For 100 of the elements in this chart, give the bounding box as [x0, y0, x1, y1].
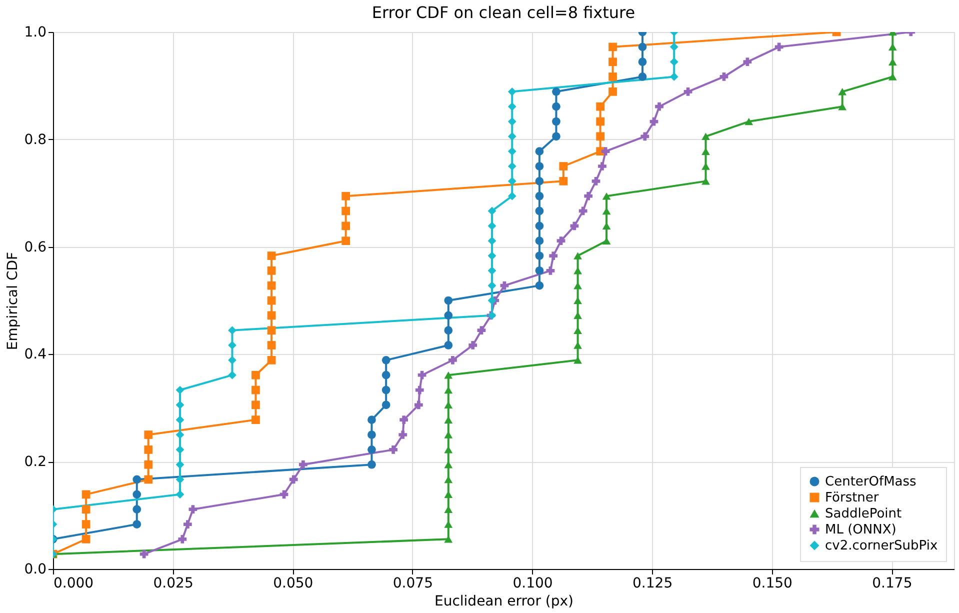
point: [670, 72, 678, 81]
point: [267, 341, 276, 350]
point: [552, 117, 560, 126]
point: [414, 400, 423, 410]
point: [508, 192, 516, 200]
point: [774, 42, 784, 52]
point: [508, 176, 516, 186]
point: [228, 341, 236, 350]
point: [82, 534, 90, 544]
y-tick-label: 0.2: [24, 454, 46, 470]
point: [178, 534, 187, 544]
point: [132, 505, 142, 514]
legend-label: SaddlePoint: [825, 506, 902, 522]
point: [140, 550, 148, 558]
point: [574, 267, 582, 274]
point: [488, 281, 496, 290]
point: [132, 520, 142, 528]
point: [488, 296, 496, 305]
point: [535, 266, 544, 275]
point: [670, 58, 678, 66]
point: [670, 42, 678, 52]
y-tick-label: 0.6: [24, 239, 47, 256]
point: [444, 296, 453, 305]
point: [477, 326, 486, 335]
legend-label: CenterOfMass: [825, 474, 917, 490]
y-tick-label: 0.8: [24, 132, 46, 148]
point: [252, 386, 260, 394]
point: [252, 370, 260, 380]
point: [382, 386, 390, 394]
point: [556, 236, 566, 246]
point: [228, 356, 236, 364]
point: [488, 206, 496, 216]
x-tick-label: 0.050: [273, 576, 314, 592]
point: [267, 252, 276, 260]
point: [508, 132, 516, 141]
point: [418, 370, 426, 380]
x-tick-label: 0.125: [632, 576, 673, 592]
point: [570, 222, 579, 230]
point: [415, 386, 424, 394]
point: [144, 445, 153, 454]
point: [743, 58, 752, 66]
point: [608, 87, 617, 96]
point: [535, 252, 544, 260]
y-tick-label: 0.4: [24, 346, 47, 363]
point: [382, 370, 390, 380]
point: [444, 520, 453, 528]
point: [267, 266, 276, 275]
point: [267, 296, 276, 305]
point: [252, 416, 260, 424]
point: [546, 266, 555, 275]
point: [559, 162, 568, 170]
point: [144, 460, 153, 469]
point: [176, 386, 184, 394]
point: [444, 311, 453, 320]
point: [584, 192, 593, 200]
point: [552, 102, 560, 111]
chart-title: Error CDF on clean cell=8 fixture: [372, 3, 636, 22]
point: [82, 505, 90, 514]
point: [608, 72, 617, 81]
point: [535, 192, 544, 200]
point: [559, 176, 568, 186]
point: [342, 222, 350, 230]
point: [702, 178, 710, 185]
legend-label: Förstner: [825, 490, 880, 506]
point: [444, 536, 453, 543]
point: [183, 520, 192, 528]
point: [267, 311, 276, 320]
point: [535, 236, 544, 246]
point: [488, 222, 496, 230]
point: [382, 356, 390, 364]
point: [368, 460, 376, 469]
point: [608, 42, 617, 52]
point: [298, 460, 308, 469]
point: [176, 475, 184, 484]
y-tick-label: 0.0: [24, 562, 46, 578]
point: [535, 281, 544, 290]
point: [574, 252, 582, 260]
point: [508, 117, 516, 126]
point: [398, 430, 408, 439]
point: [508, 87, 516, 96]
point: [596, 102, 604, 111]
point: [508, 102, 516, 111]
point: [601, 147, 610, 156]
point: [598, 162, 606, 170]
y-axis-title: Empirical CDF: [5, 252, 22, 350]
point: [176, 430, 184, 439]
point: [535, 206, 544, 216]
x-tick-label: 0.075: [392, 576, 433, 592]
point: [638, 72, 647, 81]
point: [684, 87, 692, 96]
point: [640, 132, 650, 141]
x-tick-label: 0.175: [872, 576, 912, 592]
point: [508, 147, 516, 156]
point: [82, 490, 90, 499]
point: [82, 520, 90, 528]
point: [535, 177, 544, 186]
point: [838, 88, 847, 96]
point: [552, 132, 560, 141]
point: [744, 118, 754, 126]
point: [444, 446, 453, 454]
